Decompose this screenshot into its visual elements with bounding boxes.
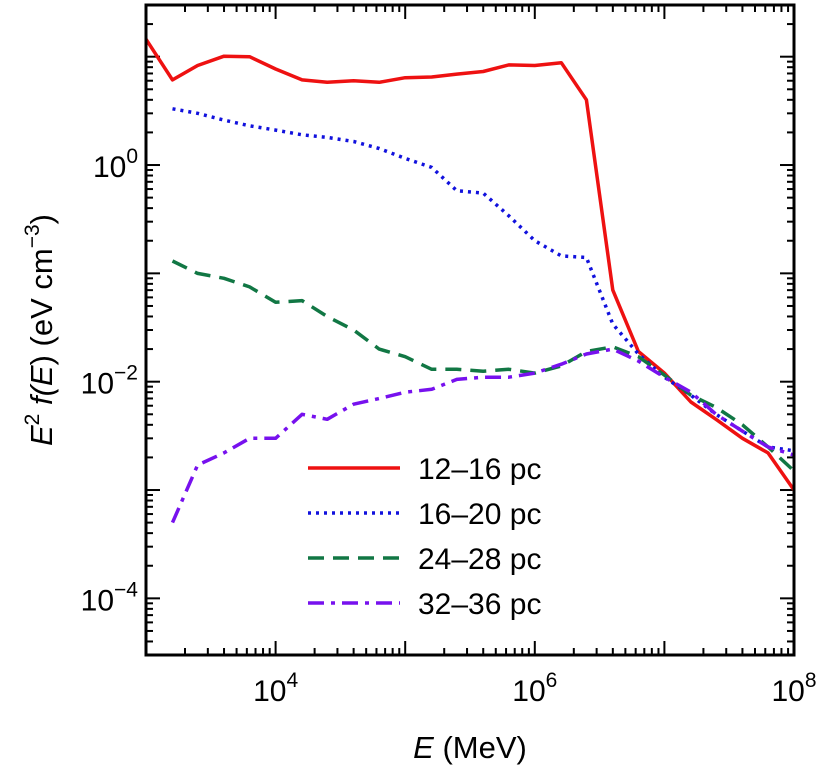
series-line-1 bbox=[146, 38, 794, 492]
plot-frame bbox=[144, 3, 796, 657]
y-tick-label: 100 bbox=[93, 145, 138, 184]
x-axis-label: E (MeV) bbox=[413, 730, 527, 765]
x-axis-unit: (MeV) bbox=[434, 730, 527, 765]
series-line-2 bbox=[172, 107, 794, 453]
y-tick-label: 10−2 bbox=[81, 362, 138, 401]
y-axis-var: E bbox=[24, 365, 59, 386]
legend-label-3: 24–28 pc bbox=[418, 543, 541, 576]
y-axis-sup-minus3: −3 bbox=[21, 224, 44, 248]
series-line-4 bbox=[170, 347, 794, 524]
y-axis-energy: E bbox=[24, 425, 59, 446]
y-axis-label: E2 f(E) (eV cm−3) bbox=[21, 214, 59, 446]
y-tick-label: 10−4 bbox=[81, 578, 139, 617]
legend-label-1: 12–16 pc bbox=[418, 453, 541, 486]
x-tick-label: 108 bbox=[771, 669, 816, 708]
series-line-3 bbox=[171, 259, 794, 473]
y-axis-unit: ) (eV cm bbox=[24, 248, 59, 365]
y-axis-close: ) bbox=[24, 214, 59, 224]
legend-label-4: 32–36 pc bbox=[418, 588, 541, 621]
legend: 12–16 pc 16–20 pc 24–28 pc 32–36 pc bbox=[308, 453, 541, 621]
x-axis-variable: E bbox=[413, 730, 434, 765]
x-tick-label: 104 bbox=[253, 669, 298, 708]
tick-labels: 104 106 108 100 10−2 10−4 bbox=[81, 145, 817, 708]
x-tick-label: 106 bbox=[512, 669, 557, 708]
legend-label-2: 16–20 pc bbox=[418, 498, 541, 531]
series-lines bbox=[146, 38, 794, 524]
y-axis-sup-2: 2 bbox=[21, 414, 44, 426]
y-axis-f: f( bbox=[24, 383, 59, 413]
